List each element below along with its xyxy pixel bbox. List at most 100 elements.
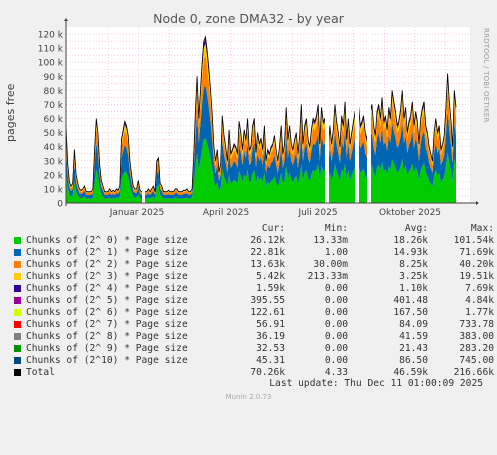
legend-cur: 26.12k [250,235,285,246]
legend-swatch [14,333,21,340]
legend-swatch [14,357,21,364]
legend-avg: 3.25k [399,271,428,282]
legend-min: 0.00 [324,319,348,330]
data-gap [325,27,329,203]
x-tick-label: Juli 2025 [297,208,337,218]
x-tick-label: April 2025 [203,208,249,218]
y-tick-label: 120 k [38,31,64,41]
legend-cur: 70.26k [250,367,285,378]
legend-series-name: Chunks of (2^ 8) * Page size [26,331,188,342]
legend-cur: 32.53 [256,343,285,354]
legend-row: Chunks of (2^ 5) * Page size 395.55 0.00… [14,295,494,307]
legend-avg: 8.25k [399,259,428,270]
legend-swatch [14,249,21,256]
legend-max: 383.00 [459,331,494,342]
legend-cur: 1.59k [256,283,285,294]
y-tick-label: 80 k [43,87,63,97]
legend-series-name: Chunks of (2^ 7) * Page size [26,319,188,330]
legend-min: 30.00m [313,259,348,270]
y-tick-label: 20 k [43,171,63,181]
data-gap [142,27,145,203]
legend-max: 71.69k [459,247,494,258]
legend-avg: 18.26k [393,235,428,246]
legend-series-name: Chunks of (2^ 6) * Page size [26,307,188,318]
legend-max: 745.00 [459,355,494,366]
y-tick-label: 50 k [43,129,63,139]
legend-header: Cur: Min: Avg: Max: [14,223,494,235]
area-series-2 [66,55,456,195]
x-tick-label: Januar 2025 [109,208,165,218]
legend-max: 216.66k [453,367,494,378]
legend-series-name: Chunks of (2^ 5) * Page size [26,295,188,306]
legend-max: 1.77k [465,307,494,318]
y-tick-label: 70 k [43,101,63,111]
legend-row: Chunks of (2^ 6) * Page size 122.61 0.00… [14,307,494,319]
y-axis-arrow [64,18,68,21]
legend-row: Chunks of (2^ 1) * Page size 22.81k 1.00… [14,247,494,259]
legend-min: 4.33 [324,367,348,378]
legend-row: Chunks of (2^ 8) * Page size 36.19 0.00 … [14,331,494,343]
legend-max: 40.20k [459,259,494,270]
legend-min: 13.33m [313,235,348,246]
legend-series-name: Chunks of (2^ 0) * Page size [26,235,188,246]
legend-swatch [14,237,21,244]
data-gap [367,27,371,203]
legend-cur: 22.81k [250,247,285,258]
legend-series-name: Chunks of (2^ 2) * Page size [26,259,188,270]
total-line [65,35,457,193]
legend-cur: 395.55 [250,295,285,306]
legend-cur: 5.42k [256,271,285,282]
legend-header-min: Min: [324,223,348,234]
legend-swatch [14,297,21,304]
legend-series-name: Total [26,367,55,378]
legend-min: 0.00 [324,343,348,354]
area-series-1 [66,85,456,199]
legend-max: 7.69k [465,283,494,294]
legend-row: Chunks of (2^ 4) * Page size 1.59k 0.00 … [14,283,494,295]
rrdtool-credit: RRDTOOL / TOBI OETIKER [482,28,490,123]
legend-swatch [14,273,21,280]
x-axis-arrow [476,201,479,205]
munin-version: Munin 2.0.73 [225,393,272,401]
legend-series-name: Chunks of (2^ 4) * Page size [26,283,188,294]
legend-min: 1.00 [324,247,348,258]
legend-series-name: Chunks of (2^ 9) * Page size [26,343,188,354]
legend-max: 733.78 [459,319,494,330]
y-tick-label: 10 k [43,185,63,195]
legend-max: 19.51k [459,271,494,282]
y-tick-label: 100 k [38,59,64,69]
legend-avg: 41.59 [399,331,428,342]
legend-max: 283.20 [459,343,494,354]
legend-header-avg: Avg: [404,223,428,234]
legend-swatch [14,285,21,292]
legend-row: Chunks of (2^ 9) * Page size 32.53 0.00 … [14,343,494,355]
legend-max: 4.84k [465,295,494,306]
legend-max: 101.54k [453,235,494,246]
legend-row: Chunks of (2^ 3) * Page size 5.42k 213.3… [14,271,494,283]
legend-cur: 122.61 [250,307,285,318]
legend-row: Chunks of (2^ 2) * Page size 13.63k 30.0… [14,259,494,271]
y-tick-label: 40 k [43,143,63,153]
legend-series-name: Chunks of (2^ 3) * Page size [26,271,188,282]
legend-cur: 36.19 [256,331,285,342]
legend-min: 0.00 [324,295,348,306]
legend-swatch [14,321,21,328]
legend-series-name: Chunks of (2^ 1) * Page size [26,247,188,258]
legend-swatch [14,261,21,268]
legend-avg: 46.59k [393,367,428,378]
legend-min: 213.33m [307,271,348,282]
legend-swatch [14,369,21,376]
legend-avg: 401.48 [393,295,428,306]
y-tick-label: 90 k [43,73,63,83]
last-update: Last update: Thu Dec 11 01:00:09 2025 [269,378,483,389]
legend-cur: 56.91 [256,319,285,330]
legend-row: Chunks of (2^10) * Page size 45.31 0.00 … [14,355,494,367]
x-tick-label: Oktober 2025 [379,208,441,218]
legend-min: 0.00 [324,307,348,318]
y-tick-label: 60 k [43,115,63,125]
legend-row: Chunks of (2^ 0) * Page size 26.12k 13.3… [14,235,494,247]
chart-plot-area: 0 10 k 20 k 30 k 40 k 50 k 60 k 70 k 80 k 90 k 100… [38,18,479,218]
y-tick-label: 0 [57,200,63,210]
legend-swatch [14,345,21,352]
legend-cur: 13.63k [250,259,285,270]
